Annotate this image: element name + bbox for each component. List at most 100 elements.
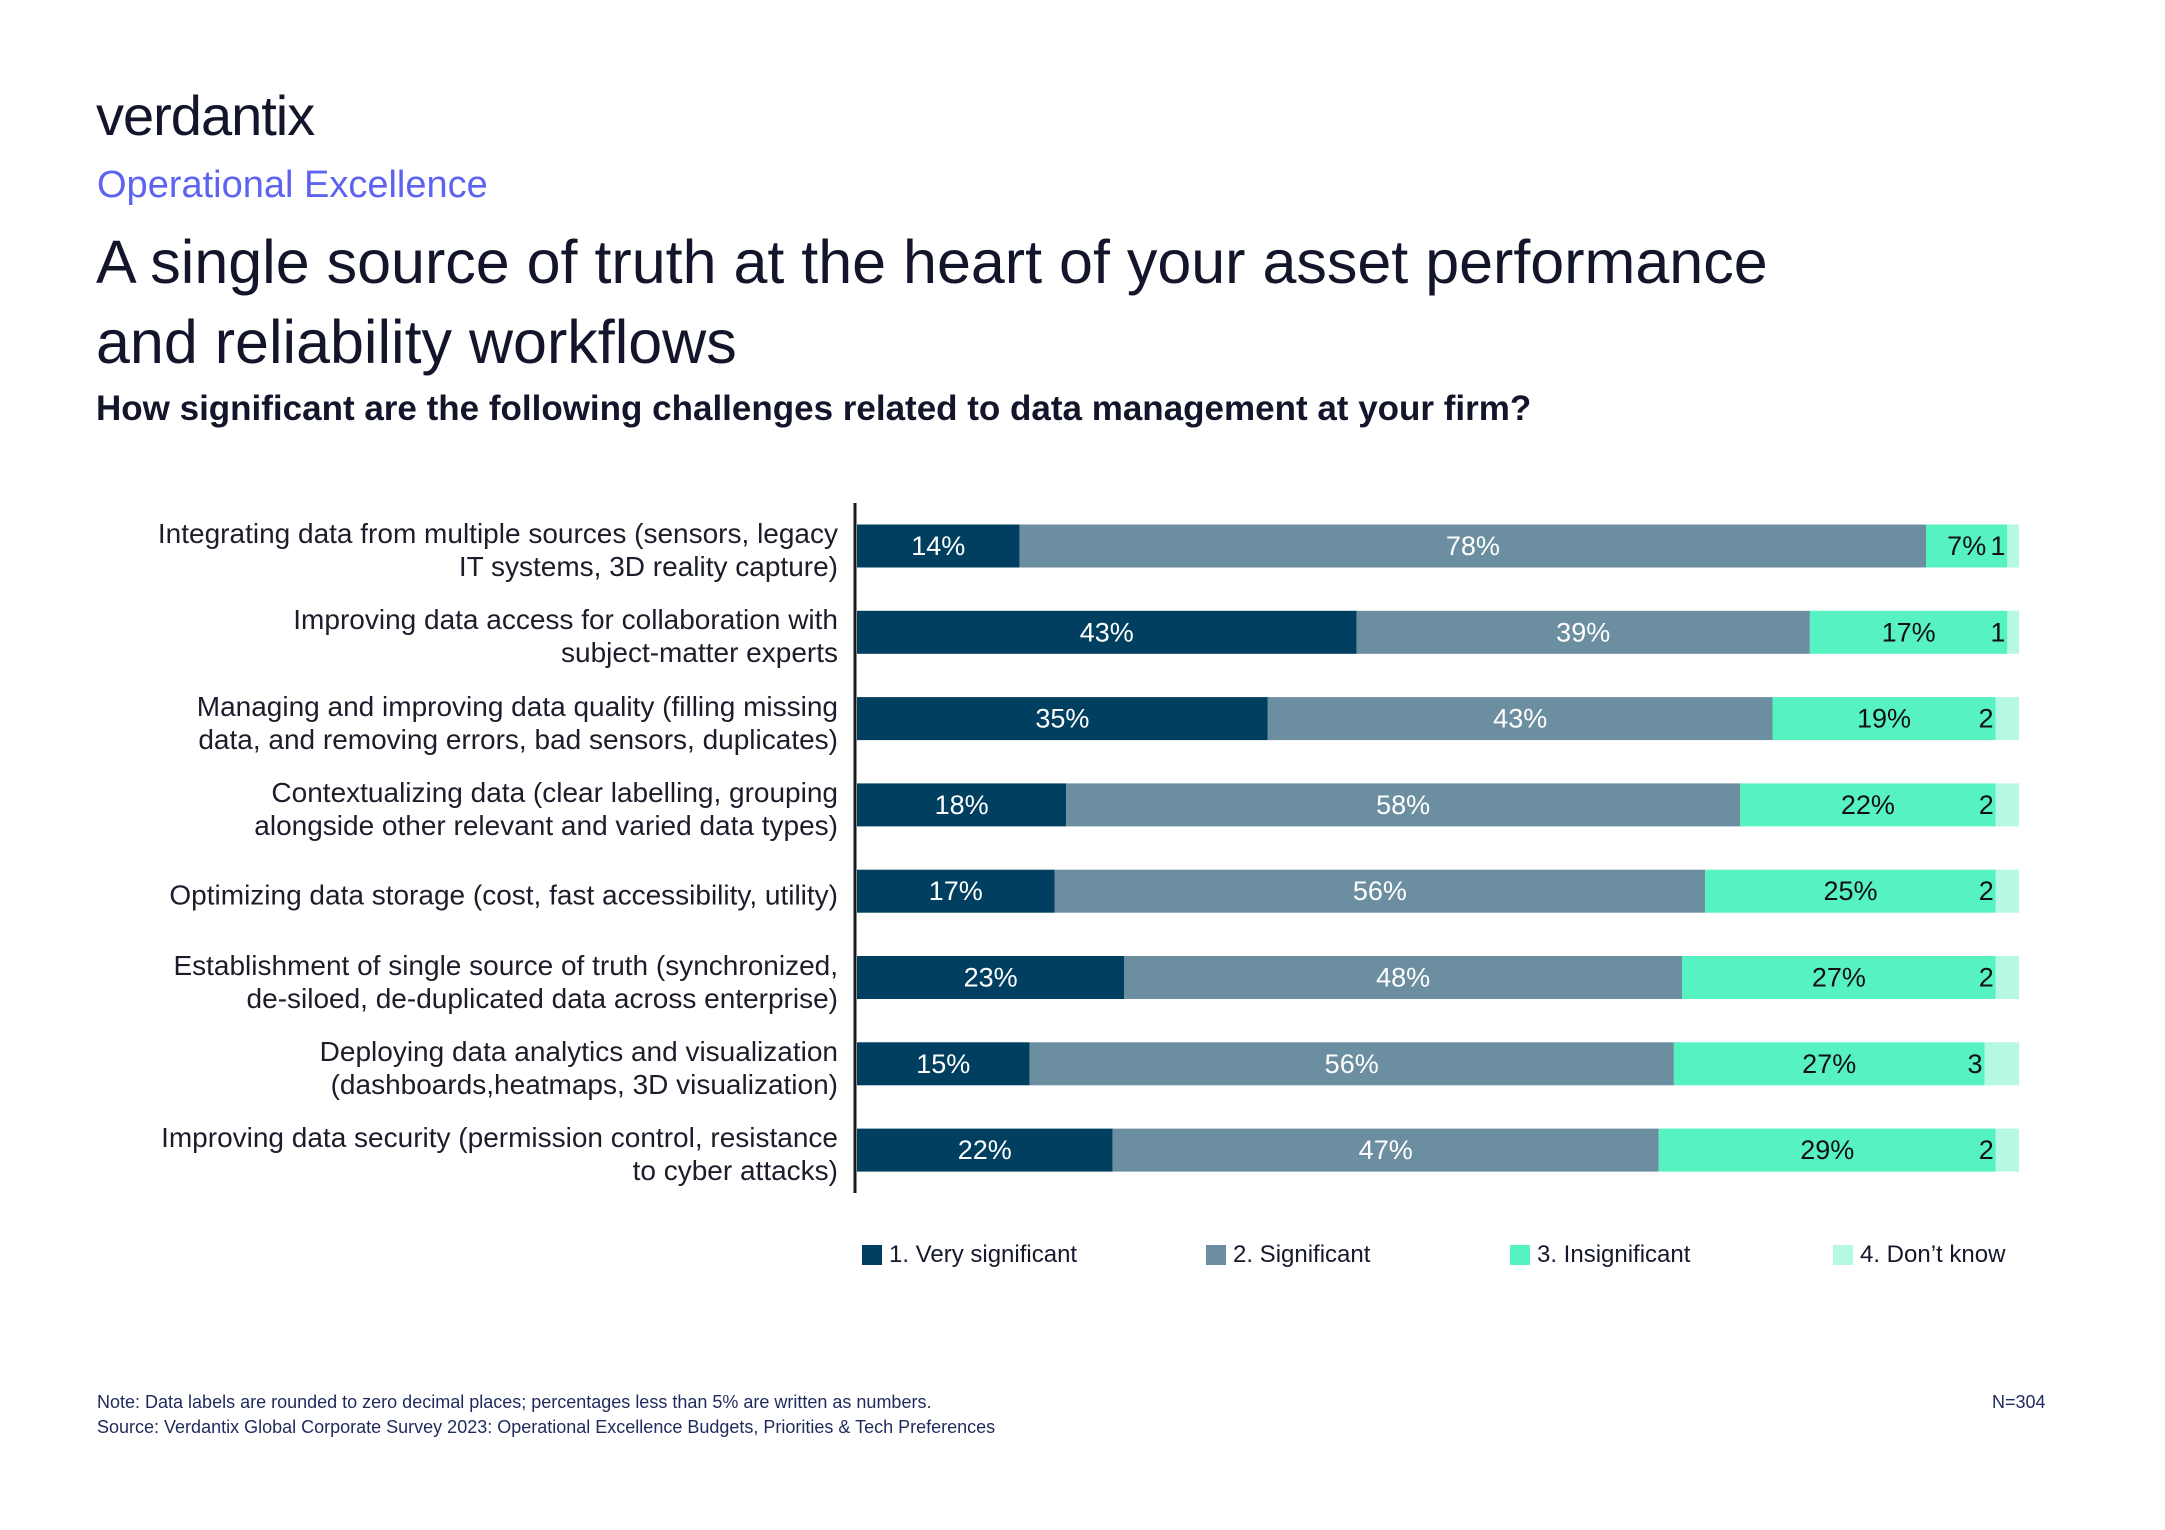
bar-segment-dont-know <box>1995 869 2019 913</box>
data-label-dont-know: 2 <box>1979 790 1994 820</box>
bar-segment-dont-know <box>1984 1042 2019 1086</box>
bar-segment-very-significant <box>857 524 1020 568</box>
title-line-1: A single source of truth at the heart of… <box>96 228 1768 296</box>
bar-segment-insignificant <box>1673 1042 1985 1086</box>
legend-label: 4. Don’t know <box>1860 1241 2006 1268</box>
bar-segment-significant <box>1019 524 1927 568</box>
category-label: Optimizing data storage (cost, fast acce… <box>78 879 838 912</box>
bar-segment-significant <box>1029 1042 1674 1086</box>
category-label: Integrating data from multiple sources (… <box>78 517 838 583</box>
category-label: Deploying data analytics and visualizati… <box>78 1035 838 1101</box>
category-label-line: Establishment of single source of truth … <box>173 949 838 981</box>
data-label-dont-know: 2 <box>1979 876 1994 906</box>
category-label: Managing and improving data quality (fil… <box>78 690 838 756</box>
bar-segment-insignificant <box>1705 869 1996 913</box>
bar-segment-insignificant <box>1682 956 1996 999</box>
bar-segment-very-significant <box>857 956 1125 999</box>
legend-item-insignificant: 3. Insignificant <box>1510 1241 1691 1268</box>
category-label-line: data, and removing errors, bad sensors, … <box>198 723 838 755</box>
bar-group: 17% 56% 25% 2 <box>857 869 2019 913</box>
legend-label: 3. Insignificant <box>1537 1241 1691 1268</box>
bar-group: 23% 48% 27% 2 <box>857 956 2019 999</box>
category-label-line: de-siloed, de-duplicated data across ent… <box>246 982 838 1014</box>
legend-item-significant: 2. Significant <box>1206 1241 1370 1268</box>
data-label-very-significant: 15% <box>916 1049 970 1079</box>
verdantix-logo: verdantix <box>96 84 315 147</box>
data-label-dont-know: 2 <box>1978 704 1993 734</box>
data-label-very-significant: 35% <box>1035 704 1089 734</box>
bar-segment-insignificant <box>1809 610 2008 654</box>
note-text: Note: Data labels are rounded to zero de… <box>97 1392 932 1412</box>
bar-segment-significant <box>1054 869 1706 913</box>
bar-segment-significant <box>1112 1128 1659 1172</box>
category-label-line: Integrating data from multiple sources (… <box>157 518 838 549</box>
data-label-dont-know: 3 <box>1967 1049 1982 1079</box>
data-label-insignificant: 17% <box>1882 617 1936 647</box>
category-label-line: alongside other relevant and varied data… <box>254 809 838 841</box>
bar-segment-dont-know <box>2007 524 2019 568</box>
data-label-significant: 43% <box>1493 704 1547 734</box>
data-label-significant: 56% <box>1353 876 1407 906</box>
data-label-significant: 39% <box>1556 617 1610 647</box>
category-label: Improving data security (permission cont… <box>78 1121 838 1187</box>
data-label-very-significant: 43% <box>1080 617 1134 647</box>
data-label-dont-know: 1 <box>1990 617 2005 647</box>
data-label-dont-know: 2 <box>1979 1135 1994 1165</box>
category-label-line: Improving data security (permission cont… <box>161 1122 838 1154</box>
bar-segment-very-significant <box>857 1128 1113 1172</box>
title-line-2: and reliability workflows <box>96 308 737 376</box>
data-label-insignificant: 25% <box>1823 876 1877 906</box>
category-label-line: Managing and improving data quality (fil… <box>196 690 838 722</box>
chart-question: How significant are the following challe… <box>96 389 1532 428</box>
legend-swatch-insignificant <box>1510 1245 1530 1265</box>
bar-segment-very-significant <box>857 1042 1030 1086</box>
data-label-dont-know: 2 <box>1979 963 1994 993</box>
data-label-significant: 58% <box>1376 790 1430 820</box>
category-label: Improving data access for collaboration … <box>78 603 838 669</box>
data-label-insignificant: 7% <box>1947 531 1986 561</box>
section-label: Operational Excellence <box>97 164 488 206</box>
legend-swatch-very-significant <box>862 1245 882 1265</box>
bar-segment-insignificant <box>1740 783 1996 827</box>
category-label-line: (dashboards,heatmaps, 3D visualization) <box>330 1068 838 1100</box>
data-label-very-significant: 18% <box>935 790 989 820</box>
data-label-insignificant: 29% <box>1800 1135 1854 1165</box>
data-label-dont-know: 1 <box>1990 531 2005 561</box>
bar-segment-insignificant <box>1772 697 1996 741</box>
legend-swatch-dont-know <box>1833 1245 1853 1265</box>
legend-item-very-significant: 1. Very significant <box>862 1241 1078 1268</box>
legend-swatch-significant <box>1206 1245 1226 1265</box>
bar-segment-dont-know <box>1995 783 2019 827</box>
data-label-very-significant: 17% <box>929 876 983 906</box>
category-label-line: Contextualizing data (clear labelling, g… <box>271 776 838 808</box>
legend-item-dont-know: 4. Don’t know <box>1833 1241 2006 1268</box>
bar-group: 22% 47% 29% 2 <box>857 1128 2019 1172</box>
category-label-line: IT systems, 3D reality capture) <box>458 551 838 582</box>
footnote: Note: Data labels are rounded to zero de… <box>97 1390 995 1440</box>
data-label-very-significant: 14% <box>911 531 965 561</box>
legend-label: 1. Very significant <box>889 1241 1078 1268</box>
data-label-insignificant: 19% <box>1857 704 1911 734</box>
bar-group: 15% 56% 27% 3 <box>857 1042 2019 1086</box>
bar-group: 18% 58% 22% 2 <box>857 783 2019 827</box>
bar-group: 35% 43% 19% 2 <box>857 697 2019 741</box>
source-text: Source: Verdantix Global Corporate Surve… <box>97 1417 996 1437</box>
bar-segment-very-significant <box>857 610 1357 654</box>
category-label-line: Improving data access for collaboration … <box>293 604 838 636</box>
sample-size: N=304 <box>1992 1392 2046 1412</box>
data-label-significant: 78% <box>1446 531 1500 561</box>
bar-segment-significant <box>1356 610 1810 654</box>
bar-segment-insignificant <box>1658 1128 1996 1172</box>
bar-segment-dont-know <box>1995 956 2019 999</box>
bar-group: 14% 78% 7% 1 <box>857 524 2019 568</box>
bar-segment-significant <box>1267 697 1773 741</box>
bar-segment-very-significant <box>857 869 1055 913</box>
bar-segment-very-significant <box>857 783 1067 827</box>
category-label-line: Optimizing data storage (cost, fast acce… <box>169 879 838 911</box>
category-label-line: to cyber attacks) <box>632 1155 838 1187</box>
bar-group: 43% 39% 17% 1 <box>857 610 2019 654</box>
data-label-very-significant: 23% <box>964 963 1018 993</box>
bar-groups: 14% 78% 7% 143% 39% 17% 135% 43% 19% 218% 58% 22% 21… <box>857 524 2019 1172</box>
bar-segment-very-significant <box>857 697 1268 741</box>
